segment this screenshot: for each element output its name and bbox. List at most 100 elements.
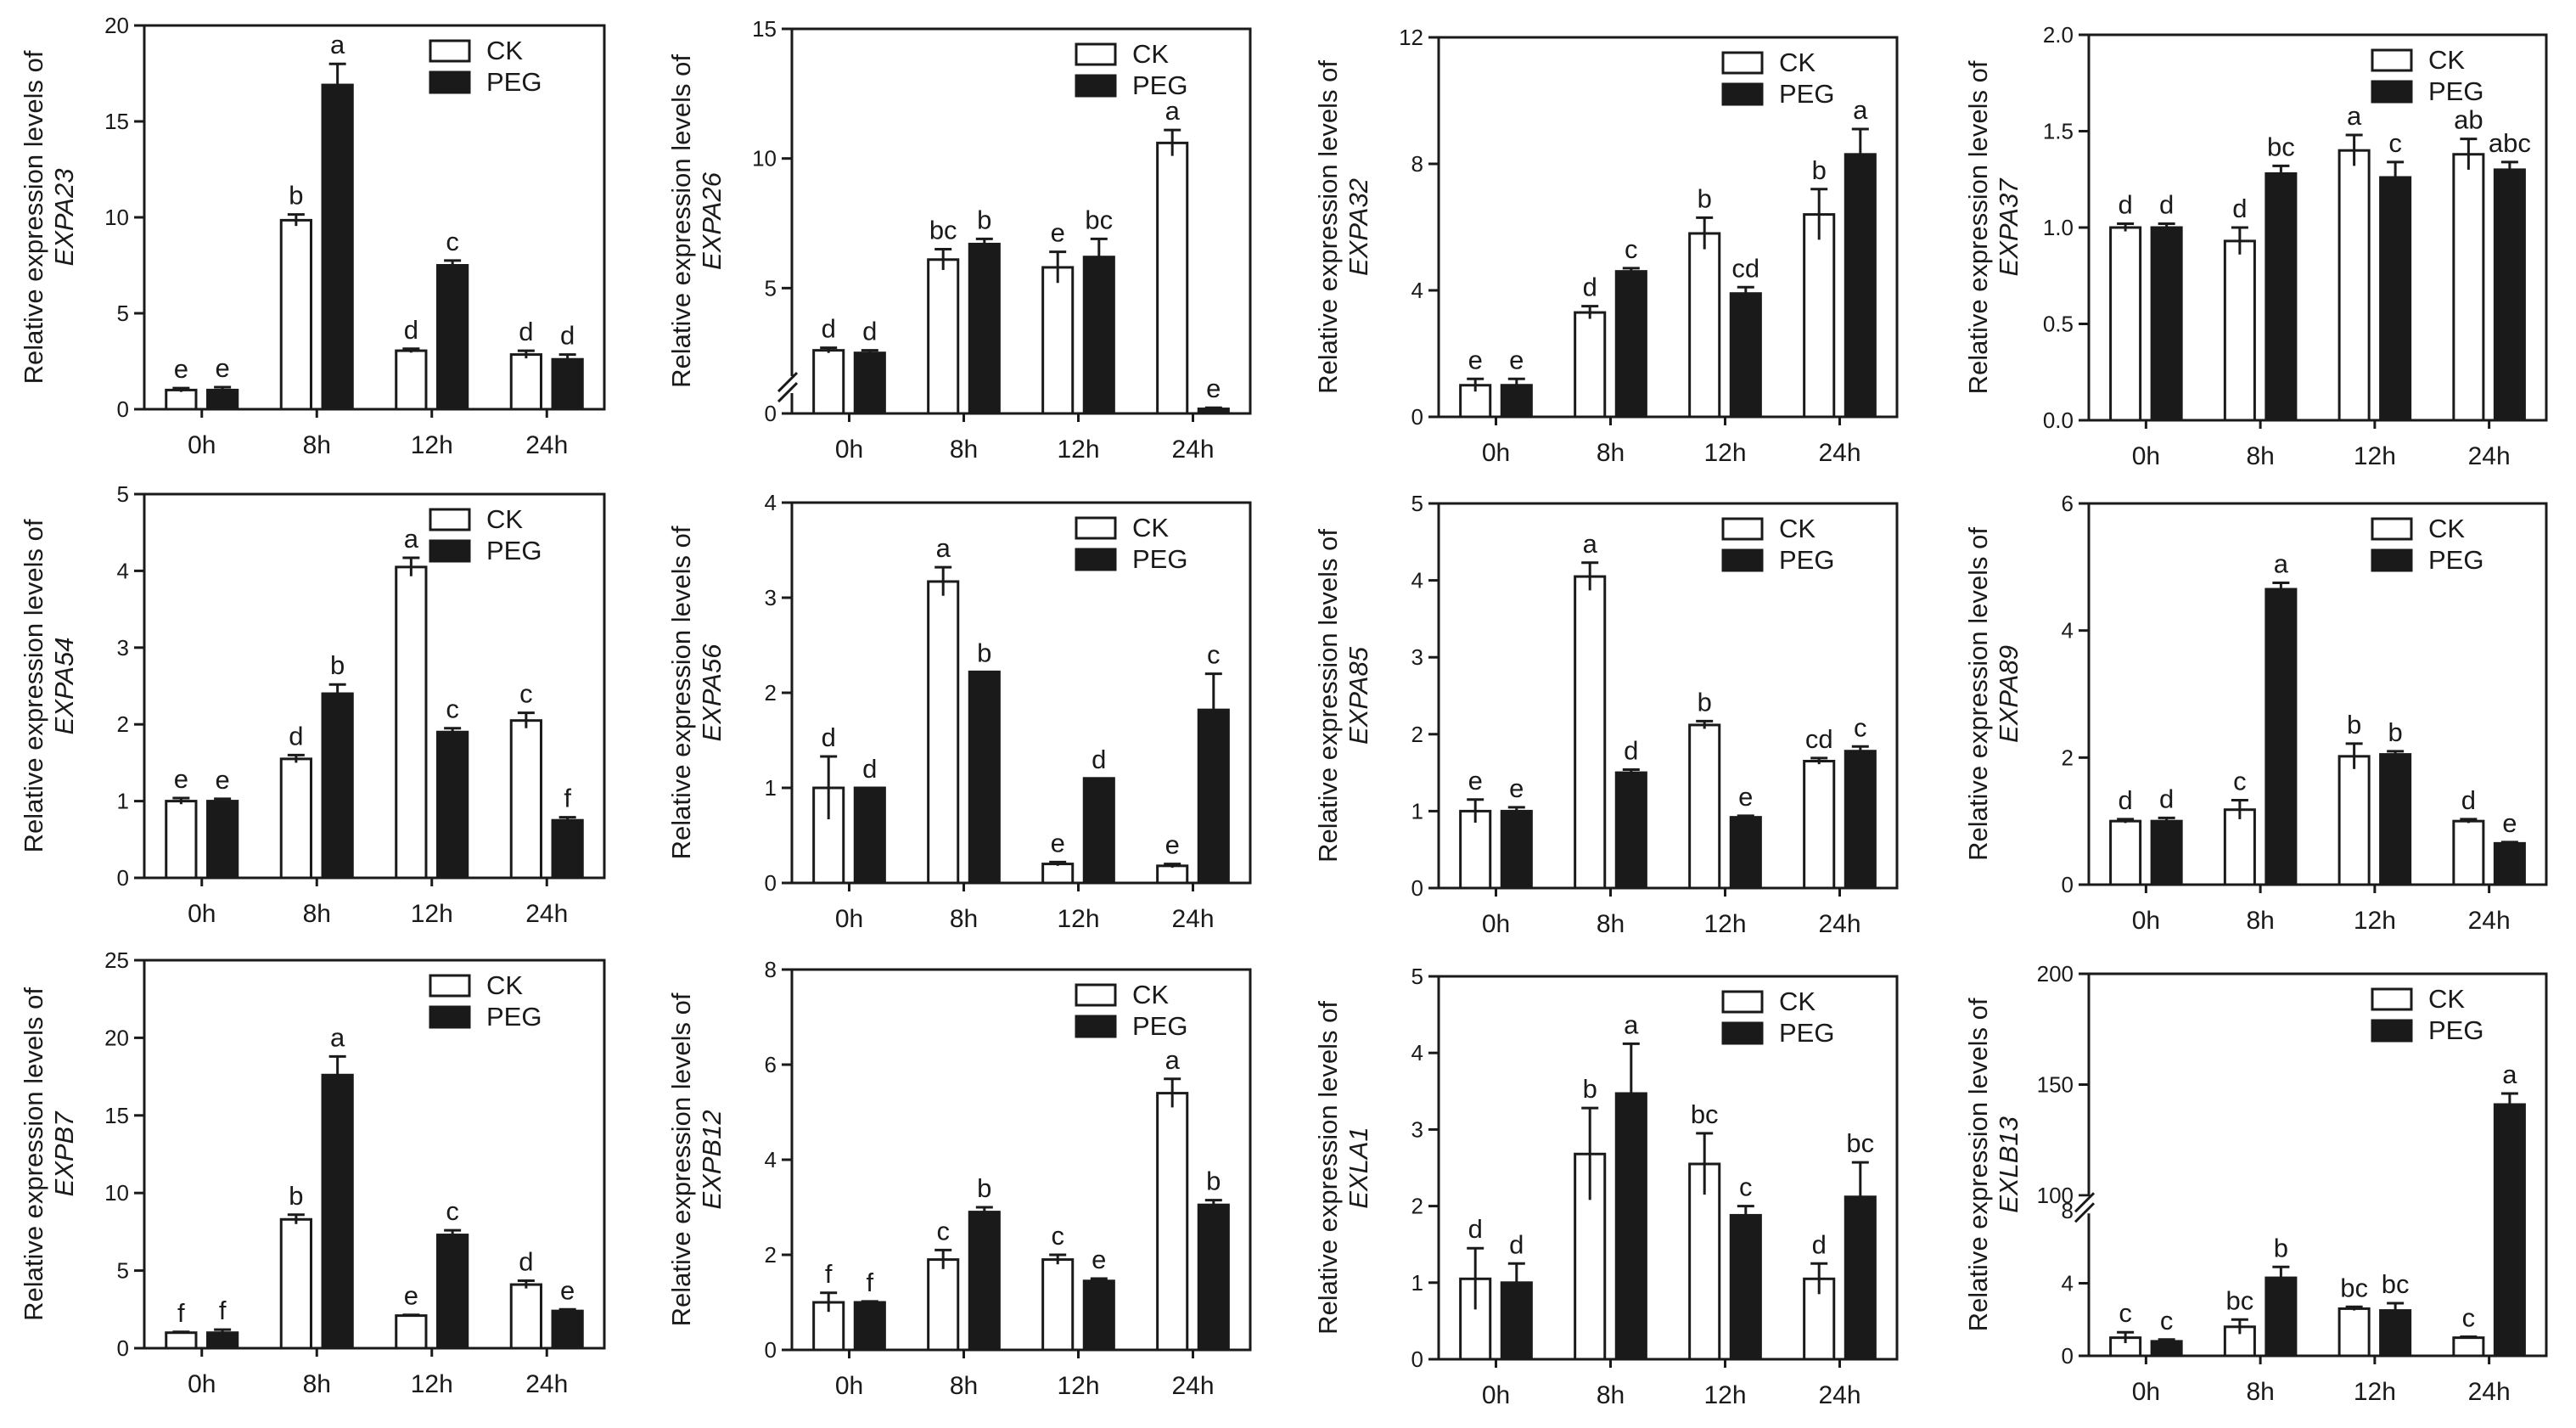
bar-ck-0h: [2109, 226, 2142, 422]
x-tick-label: 0h: [835, 436, 863, 464]
legend-swatch-ck: [1075, 516, 1117, 540]
bar-peg-24h: [551, 1309, 584, 1350]
significance-letter: b: [977, 1173, 991, 1203]
bar-ck-12h: [2337, 149, 2371, 422]
y-tick-label: 4: [117, 558, 129, 583]
chart-panel-expa32: 0 4 8 12 Relative expression levels ofEXPA32…: [1313, 25, 1899, 467]
x-tick-label: 24h: [1818, 439, 1860, 467]
bar-ck-8h: [1574, 311, 1607, 419]
significance-letter: d: [862, 754, 877, 784]
bar-peg-8h: [1614, 270, 1647, 419]
significance-letter: d: [1509, 1229, 1524, 1259]
bar-ck-12h: [395, 349, 428, 411]
legend-label-peg: PEG: [1779, 1018, 1834, 1048]
bar-ck-12h: [395, 565, 428, 880]
y-tick-label: 0: [117, 396, 129, 422]
x-tick-label: 8h: [950, 905, 978, 933]
legend-swatch-peg: [1075, 548, 1117, 571]
significance-letter: c: [446, 694, 459, 724]
x-tick-label: 24h: [1818, 910, 1860, 938]
bar-ck-12h: [1688, 1162, 1721, 1361]
y-axis-label-prefix: Relative expression levels of: [1963, 527, 1993, 861]
legend-label-peg: PEG: [1132, 70, 1187, 100]
significance-letter: a: [404, 524, 419, 554]
significance-letter: a: [2502, 1060, 2517, 1089]
x-tick-label: 24h: [1171, 905, 1214, 933]
y-axis-label: Relative expression levels ofEXPA89: [1963, 527, 2023, 861]
y-axis-label: Relative expression levels ofEXLB13: [1963, 998, 2023, 1331]
y-tick-label: 100: [2037, 1183, 2074, 1208]
significance-letter: f: [219, 1296, 227, 1325]
y-axis-label-gene: EXPA32: [1344, 178, 1373, 276]
legend-swatch-peg: [2371, 80, 2413, 104]
x-tick-label: 0h: [2132, 907, 2160, 935]
significance-letter: bc: [1085, 205, 1113, 234]
y-tick-label: 20: [104, 1025, 129, 1050]
y-tick-label: 5: [117, 301, 129, 326]
significance-letter: abc: [2489, 128, 2531, 158]
bar-peg-12h: [1082, 777, 1115, 885]
chart-panel-expa85: 0 1 2 3 4 5 Relative expression levels ofEXPA8…: [1313, 491, 1899, 938]
bar-ck-0h: [1459, 809, 1492, 890]
significance-letter: e: [1509, 345, 1524, 374]
chart-panel-expa54: 0 1 2 3 4 5 Relative expression levels ofEXPA5…: [19, 481, 606, 928]
x-tick-label: 0h: [1482, 1381, 1510, 1409]
y-tick-label: 5: [765, 275, 777, 301]
significance-letter: f: [177, 1298, 185, 1328]
legend-swatch-ck: [2371, 48, 2413, 72]
bar-peg-0h: [2150, 1340, 2183, 1358]
bar-ck-8h: [927, 1258, 960, 1352]
y-tick-label: 2: [1411, 722, 1423, 747]
x-tick-label: 24h: [2468, 907, 2511, 935]
significance-letter: bc: [2267, 132, 2295, 161]
bar-ck-24h: [1803, 760, 1836, 890]
bar-peg-0h: [853, 786, 886, 885]
y-tick-label: 4: [1411, 1040, 1423, 1065]
significance-letter: e: [216, 353, 230, 383]
y-tick-label: 8: [765, 957, 777, 982]
x-tick-label: 0h: [188, 900, 216, 928]
y-axis-label: Relative expression levels ofEXPA37: [1963, 60, 2023, 394]
legend-label-peg: PEG: [1779, 545, 1834, 575]
significance-letter: bc: [929, 216, 957, 245]
y-axis-label: Relative expression levels ofEXPA54: [19, 519, 79, 852]
legend-swatch-ck: [1721, 517, 1764, 541]
x-tick-label: 0h: [2132, 442, 2160, 470]
y-axis-label-gene: EXPA89: [1994, 645, 2023, 743]
bar-ck-12h: [2337, 755, 2371, 886]
bar-ck-24h: [1156, 864, 1189, 885]
significance-letter: c: [1625, 234, 1638, 264]
legend-label-ck: CK: [486, 970, 523, 1000]
bar-peg-12h: [2379, 753, 2412, 886]
significance-letter: e: [560, 1275, 575, 1305]
significance-letter: d: [2159, 784, 2174, 813]
y-axis-label-prefix: Relative expression levels of: [1963, 60, 1993, 394]
bar-peg-24h: [1197, 1203, 1230, 1352]
y-axis-label-prefix: Relative expression levels of: [19, 987, 48, 1321]
bar-peg-12h: [1729, 292, 1762, 419]
legend-swatch-ck: [1075, 983, 1117, 1007]
significance-letter: cd: [1805, 724, 1833, 754]
y-tick-label: 0: [765, 401, 777, 426]
significance-letter: c: [2388, 128, 2402, 158]
y-axis-label-gene: EXPB12: [697, 1110, 727, 1209]
significance-letter: c: [1051, 1221, 1064, 1251]
y-axis-label-gene: EXPA56: [697, 644, 727, 742]
legend-label-peg: PEG: [486, 536, 542, 565]
bar-ck-12h: [1041, 1258, 1075, 1352]
y-tick-label: 1: [765, 775, 777, 801]
y-axis-label-prefix: Relative expression levels of: [1963, 998, 1993, 1331]
bar-peg-8h: [321, 83, 354, 411]
bar-peg-8h: [968, 1211, 1001, 1352]
significance-letter: d: [2232, 194, 2247, 223]
bar-peg-12h: [1082, 256, 1115, 415]
x-tick-label: 12h: [1057, 1372, 1099, 1400]
x-tick-label: 8h: [2246, 1378, 2274, 1406]
bar-peg-8h: [2265, 588, 2298, 886]
chart-panel-expa26: 0 5 10 15 Relative expression levels ofEXPA2…: [666, 16, 1252, 464]
bar-peg-12h: [436, 264, 469, 411]
x-tick-label: 12h: [411, 431, 453, 459]
x-tick-label: 24h: [1171, 436, 1214, 464]
legend-label-peg: PEG: [1132, 1011, 1187, 1041]
